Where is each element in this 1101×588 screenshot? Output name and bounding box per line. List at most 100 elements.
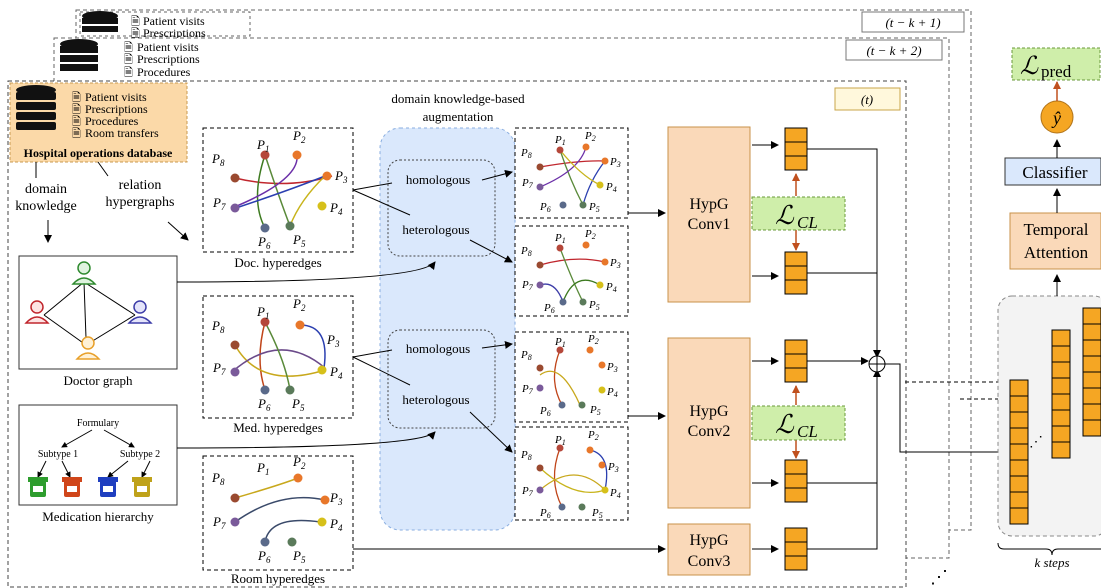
svg-text:P4: P4 <box>606 386 618 399</box>
conv-output-arrows <box>752 141 779 553</box>
augmentation-title: domain knowledge-based <box>391 91 525 106</box>
svg-text:P7: P7 <box>521 279 534 292</box>
svg-text:P1: P1 <box>554 232 566 245</box>
classifier-label: Classifier <box>1022 163 1087 182</box>
svg-text:P8: P8 <box>520 147 532 160</box>
svg-text:P2: P2 <box>584 228 596 241</box>
aggregation-lines <box>807 148 881 550</box>
k-steps-brace: k steps <box>997 542 1101 570</box>
svg-text:P2: P2 <box>587 333 599 346</box>
frame2-item: Patient visits <box>137 40 199 54</box>
db-icon <box>16 85 56 130</box>
svg-text:P1: P1 <box>554 336 566 349</box>
domain-knowledge-label: domain <box>25 182 67 197</box>
classifier: Classifier <box>1004 157 1101 186</box>
conv2-label: Conv2 <box>688 423 731 440</box>
doc-icon: 🗎 <box>124 54 133 66</box>
db-icon <box>60 39 98 71</box>
conv1-label: HypG <box>689 196 729 213</box>
svg-text:ℒ: ℒ <box>1020 53 1039 80</box>
pill-bottle-icon <box>28 477 48 497</box>
doc-icon: 🗎 <box>124 42 133 54</box>
svg-text:P3: P3 <box>607 461 619 474</box>
relation-hypergraphs-label: relation <box>119 178 162 193</box>
conv2-label: HypG <box>689 403 729 420</box>
homologous-label-2: homologous <box>406 341 470 356</box>
prediction-loss: ℒ pred <box>1011 47 1101 81</box>
hypg-conv3: HypG Conv3 <box>667 523 751 576</box>
conv1-label: Conv1 <box>688 216 731 233</box>
svg-text:P1: P1 <box>554 434 566 447</box>
augmentation-title: augmentation <box>423 109 494 124</box>
svg-text:P5: P5 <box>588 299 600 312</box>
cl-subscript: CL <box>797 213 818 232</box>
doctor-icon <box>71 261 97 285</box>
temporal-attention: Temporal Attention <box>1009 212 1101 270</box>
svg-text:P5: P5 <box>588 201 600 214</box>
medication-hierarchy-caption: Medication hierarchy <box>42 509 154 524</box>
doc-icon: 🗎 <box>131 16 140 28</box>
prediction-output: ŷ <box>1040 100 1074 134</box>
frame1-item: Prescriptions <box>143 26 206 40</box>
subtype2-label: Subtype 2 <box>120 449 160 460</box>
svg-text:ℒ: ℒ <box>775 410 795 439</box>
ellipsis-diagonal: ⋰ <box>930 567 948 587</box>
cl-subscript: CL <box>797 422 818 441</box>
formulary-label: Formulary <box>77 418 119 429</box>
med-hyperedges-label: Med. hyperedges <box>233 420 323 435</box>
pill-bottle-icon <box>62 477 82 497</box>
pill-bottle-icon <box>132 477 152 497</box>
svg-text:P2: P2 <box>584 130 596 143</box>
doctor-icon <box>127 300 153 324</box>
doc-icon: 🗎 <box>124 67 133 79</box>
frame2-label: (t − k + 2) <box>866 43 921 58</box>
svg-text:P3: P3 <box>606 361 618 374</box>
doc-hyperedges-panel: P1 P2 P8 P3 P7 P4 P6 P5 Doc. hyperedges <box>202 127 354 270</box>
svg-text:P6: P6 <box>539 201 551 214</box>
doctor-icon <box>75 336 101 360</box>
svg-text:P5: P5 <box>591 507 603 520</box>
domain-knowledge-label: knowledge <box>15 199 76 214</box>
svg-text:P7: P7 <box>521 383 534 396</box>
frame2-item: Procedures <box>137 65 191 79</box>
conv3-label: Conv3 <box>688 553 731 570</box>
doctor-graph-caption: Doctor graph <box>64 373 133 388</box>
db-item: Prescriptions <box>85 102 148 116</box>
aug-doc-homologous-panel: P1 P2 P8 P3 P7 P4 P6 P5 <box>514 127 629 219</box>
db-item: Procedures <box>85 114 139 128</box>
frame-t-label: (t) <box>861 92 873 107</box>
temporal-attention-label: Temporal <box>1024 220 1089 239</box>
subtype1-label: Subtype 1 <box>38 449 78 460</box>
hypg-conv2: HypG Conv2 <box>667 337 751 509</box>
med-hyperedges-panel: P1 P2 P8 P3 P7 P4 P6 P5 Med. hyperedges <box>202 295 354 435</box>
conv3-label: HypG <box>689 532 729 549</box>
augmentation-region: domain knowledge-based augmentation homo… <box>379 91 525 531</box>
doc-icon: 🗎 <box>72 104 81 116</box>
doc-hyperedges-label: Doc. hyperedges <box>234 255 321 270</box>
frame1-item: Patient visits <box>143 14 205 28</box>
svg-text:P6: P6 <box>539 507 551 520</box>
svg-text:P4: P4 <box>609 487 621 500</box>
aug-med-heterologous-panel: P1 P2 P8 P3 P7 P4 P6 P5 <box>514 426 629 521</box>
svg-text:P5: P5 <box>589 404 601 417</box>
pred-subscript: pred <box>1041 62 1072 81</box>
hospital-database: 🗎 Patient visits 🗎 Prescriptions 🗎 Proce… <box>9 82 188 163</box>
contrastive-loss-1: ℒ CL <box>751 173 846 251</box>
svg-text:P1: P1 <box>554 134 566 147</box>
pill-bottle-icon <box>98 477 118 497</box>
svg-text:P8: P8 <box>520 349 532 362</box>
doctor-graph: Doctor graph <box>18 255 178 388</box>
svg-text:P7: P7 <box>521 177 534 190</box>
doctor-icon <box>24 300 50 324</box>
heterologous-label-2: heterologous <box>402 392 469 407</box>
svg-text:P4: P4 <box>605 281 617 294</box>
svg-text:P8: P8 <box>520 449 532 462</box>
doc-icon: 🗎 <box>72 92 81 104</box>
database-title: Hospital operations database <box>24 146 173 160</box>
ellipsis-vertical: ⋰ <box>1029 435 1043 450</box>
frame2-item: Prescriptions <box>137 52 200 66</box>
aug-arrows <box>176 169 666 553</box>
svg-text:P6: P6 <box>543 302 555 315</box>
arrow <box>167 221 189 241</box>
